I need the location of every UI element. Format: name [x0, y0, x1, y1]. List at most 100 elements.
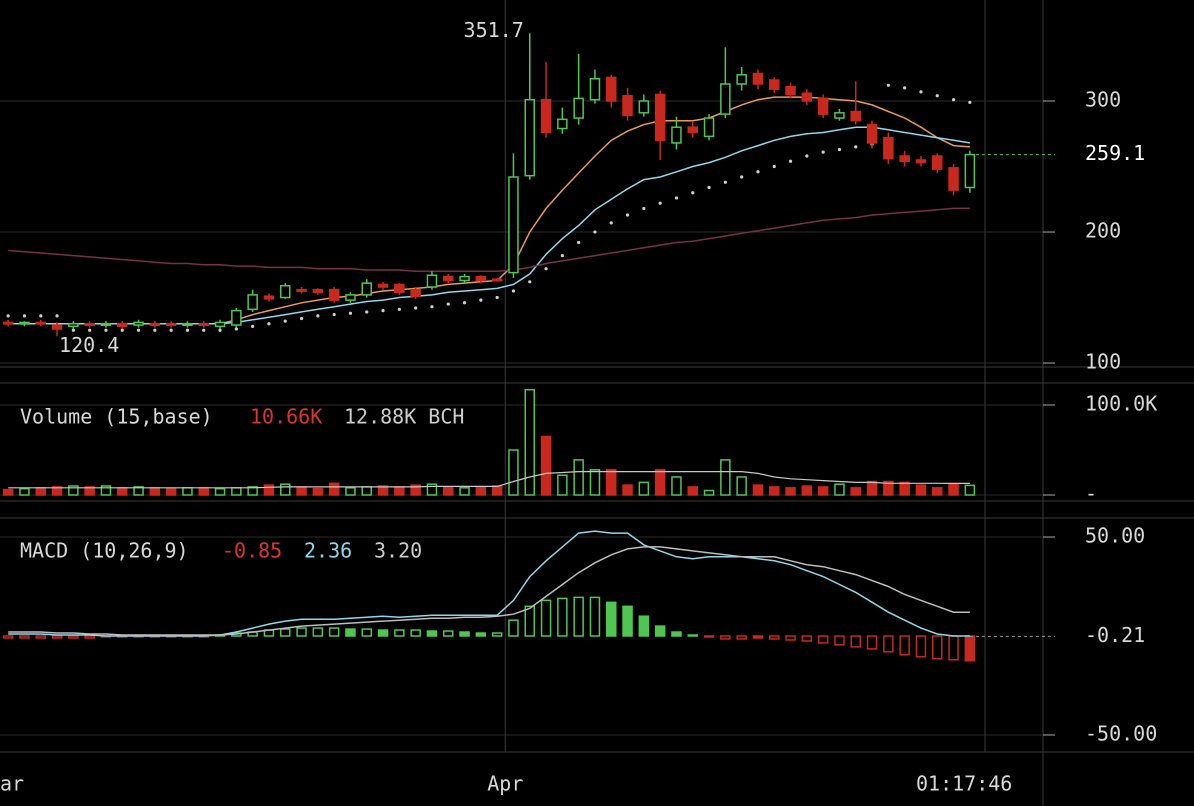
volume-bar — [491, 485, 503, 496]
sar-dot — [756, 170, 760, 174]
candle-body — [312, 288, 324, 294]
histogram-bar — [84, 635, 95, 639]
sar-dot — [968, 100, 972, 104]
sar-dot — [55, 314, 59, 318]
volume-bar — [557, 474, 568, 496]
candle-body — [948, 167, 959, 191]
sar-dot — [22, 314, 27, 318]
sar-dot — [837, 147, 842, 152]
candle-body — [964, 153, 976, 189]
volume-bar — [769, 486, 780, 496]
candle-body — [426, 274, 438, 288]
histogram-bar — [752, 635, 764, 639]
macd-line — [8, 530, 970, 637]
volume-bar — [263, 484, 275, 496]
y-tick-label: 50.00 — [1085, 524, 1145, 548]
volume-bar — [540, 435, 552, 496]
volume-bar — [2, 488, 14, 496]
sar-dot — [332, 312, 336, 317]
histogram-bar — [703, 635, 715, 638]
candle-body — [165, 322, 177, 326]
volume-ma — [8, 471, 970, 489]
volume-bar — [133, 486, 144, 496]
histogram-bar — [915, 635, 927, 658]
volume-bar — [459, 487, 470, 496]
histogram-bar — [377, 629, 389, 637]
candle-body — [328, 288, 340, 301]
histogram-bar — [410, 629, 421, 637]
sar-dot — [577, 240, 581, 245]
candle-body — [443, 275, 454, 282]
histogram-bar — [426, 630, 438, 637]
candle-body — [100, 322, 112, 326]
volume-bar — [149, 487, 161, 496]
volume-bar — [687, 486, 698, 496]
volume-bar — [345, 487, 356, 496]
moving-average — [8, 126, 971, 325]
sar-dot — [788, 159, 793, 163]
histogram-bar — [720, 635, 731, 640]
sar-dot — [919, 90, 923, 94]
candle-body — [84, 322, 95, 326]
volume-bar — [736, 476, 747, 496]
candle-body — [866, 123, 878, 144]
candle-body — [752, 72, 764, 85]
histogram-bar — [35, 635, 46, 639]
candle-body — [133, 321, 144, 326]
histogram-bar — [964, 635, 976, 662]
legend-value: 10.66K — [250, 405, 322, 429]
candle-body — [491, 278, 503, 282]
sar-dot — [854, 145, 858, 149]
candle-body — [801, 92, 813, 102]
volume-bar — [51, 486, 63, 496]
sar-dot — [560, 254, 564, 258]
histogram-bar — [68, 635, 79, 639]
candle-body — [736, 74, 747, 85]
sar-dot — [430, 305, 434, 309]
x-tick-label: Apr — [487, 772, 523, 796]
y-tick-label: 100.0K — [1085, 391, 1157, 415]
sar-dot — [658, 201, 662, 205]
moving-average — [8, 207, 970, 273]
volume-bar — [703, 489, 715, 496]
candle-body — [361, 282, 372, 296]
candle-body — [475, 275, 487, 282]
sar-dot — [805, 154, 809, 158]
last-price-label: 259.1 — [1085, 141, 1145, 165]
candle-body — [606, 76, 617, 102]
candle-body — [671, 126, 682, 144]
volume-bar — [312, 487, 324, 496]
sar-dot — [479, 298, 483, 302]
candle-body — [149, 322, 161, 326]
min-label: 120.4 — [59, 333, 119, 357]
volume-bar — [622, 484, 633, 496]
volume-bar — [377, 485, 389, 496]
candle-body — [214, 321, 226, 328]
histogram-bar — [671, 631, 682, 637]
candle-body — [557, 118, 568, 130]
volume-bar — [280, 483, 291, 496]
volume-bar — [817, 486, 829, 496]
volume-bar — [638, 481, 650, 496]
histogram-bar — [899, 635, 910, 656]
sar-dot — [316, 314, 320, 318]
histogram-bar — [573, 596, 584, 637]
sar-dot — [609, 221, 613, 225]
volume-bar — [834, 483, 845, 496]
candle-body — [589, 77, 601, 101]
histogram-bar — [540, 599, 552, 637]
histogram-bar — [769, 635, 780, 640]
histogram-bar — [475, 632, 487, 637]
histogram-bar — [850, 635, 861, 648]
volume-bar — [361, 486, 372, 496]
candle-body — [915, 159, 927, 164]
candle-body — [899, 155, 910, 163]
histogram-bar — [361, 628, 372, 637]
sar-dot — [381, 309, 385, 313]
clock: 01:17:46 — [916, 772, 1012, 796]
candle-body — [817, 97, 829, 115]
sar-dot — [251, 324, 255, 328]
sar-dot — [674, 196, 679, 200]
